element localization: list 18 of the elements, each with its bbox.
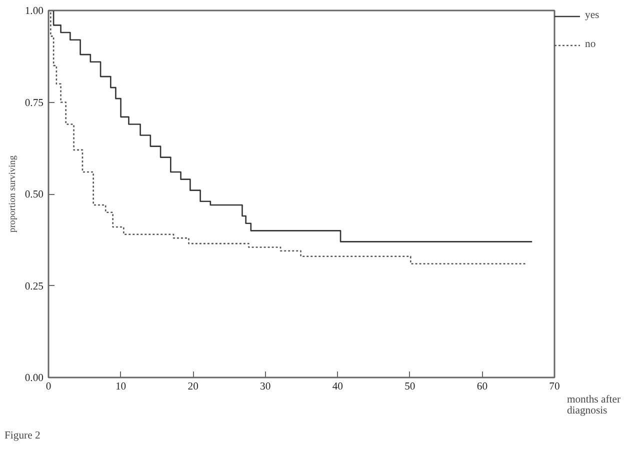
x-tick-label: 60 (476, 382, 488, 392)
x-tick-label: 40 (332, 382, 343, 392)
x-tick-label: 0 (46, 382, 52, 392)
y-axis-title: proportion surviving (8, 155, 18, 232)
y-tick-label: 0.25 (24, 281, 44, 292)
x-tick-label: 50 (404, 382, 416, 392)
y-tick-label: 1.00 (24, 6, 44, 17)
y-tick-label: 0.00 (24, 373, 44, 384)
x-tick-label: 30 (260, 382, 271, 392)
x-axis-title: months after diagnosis (566, 394, 621, 416)
y-tick-label: 0.75 (24, 98, 44, 109)
caption: Figure 2 (4, 430, 40, 442)
legend-label: yes (585, 10, 600, 21)
x-tick-label: 10 (115, 382, 126, 392)
legend-label: no (585, 39, 597, 50)
x-tick-label: 20 (188, 382, 198, 392)
x-tick-label: 70 (549, 382, 560, 392)
y-tick-label: 0.50 (24, 190, 44, 200)
